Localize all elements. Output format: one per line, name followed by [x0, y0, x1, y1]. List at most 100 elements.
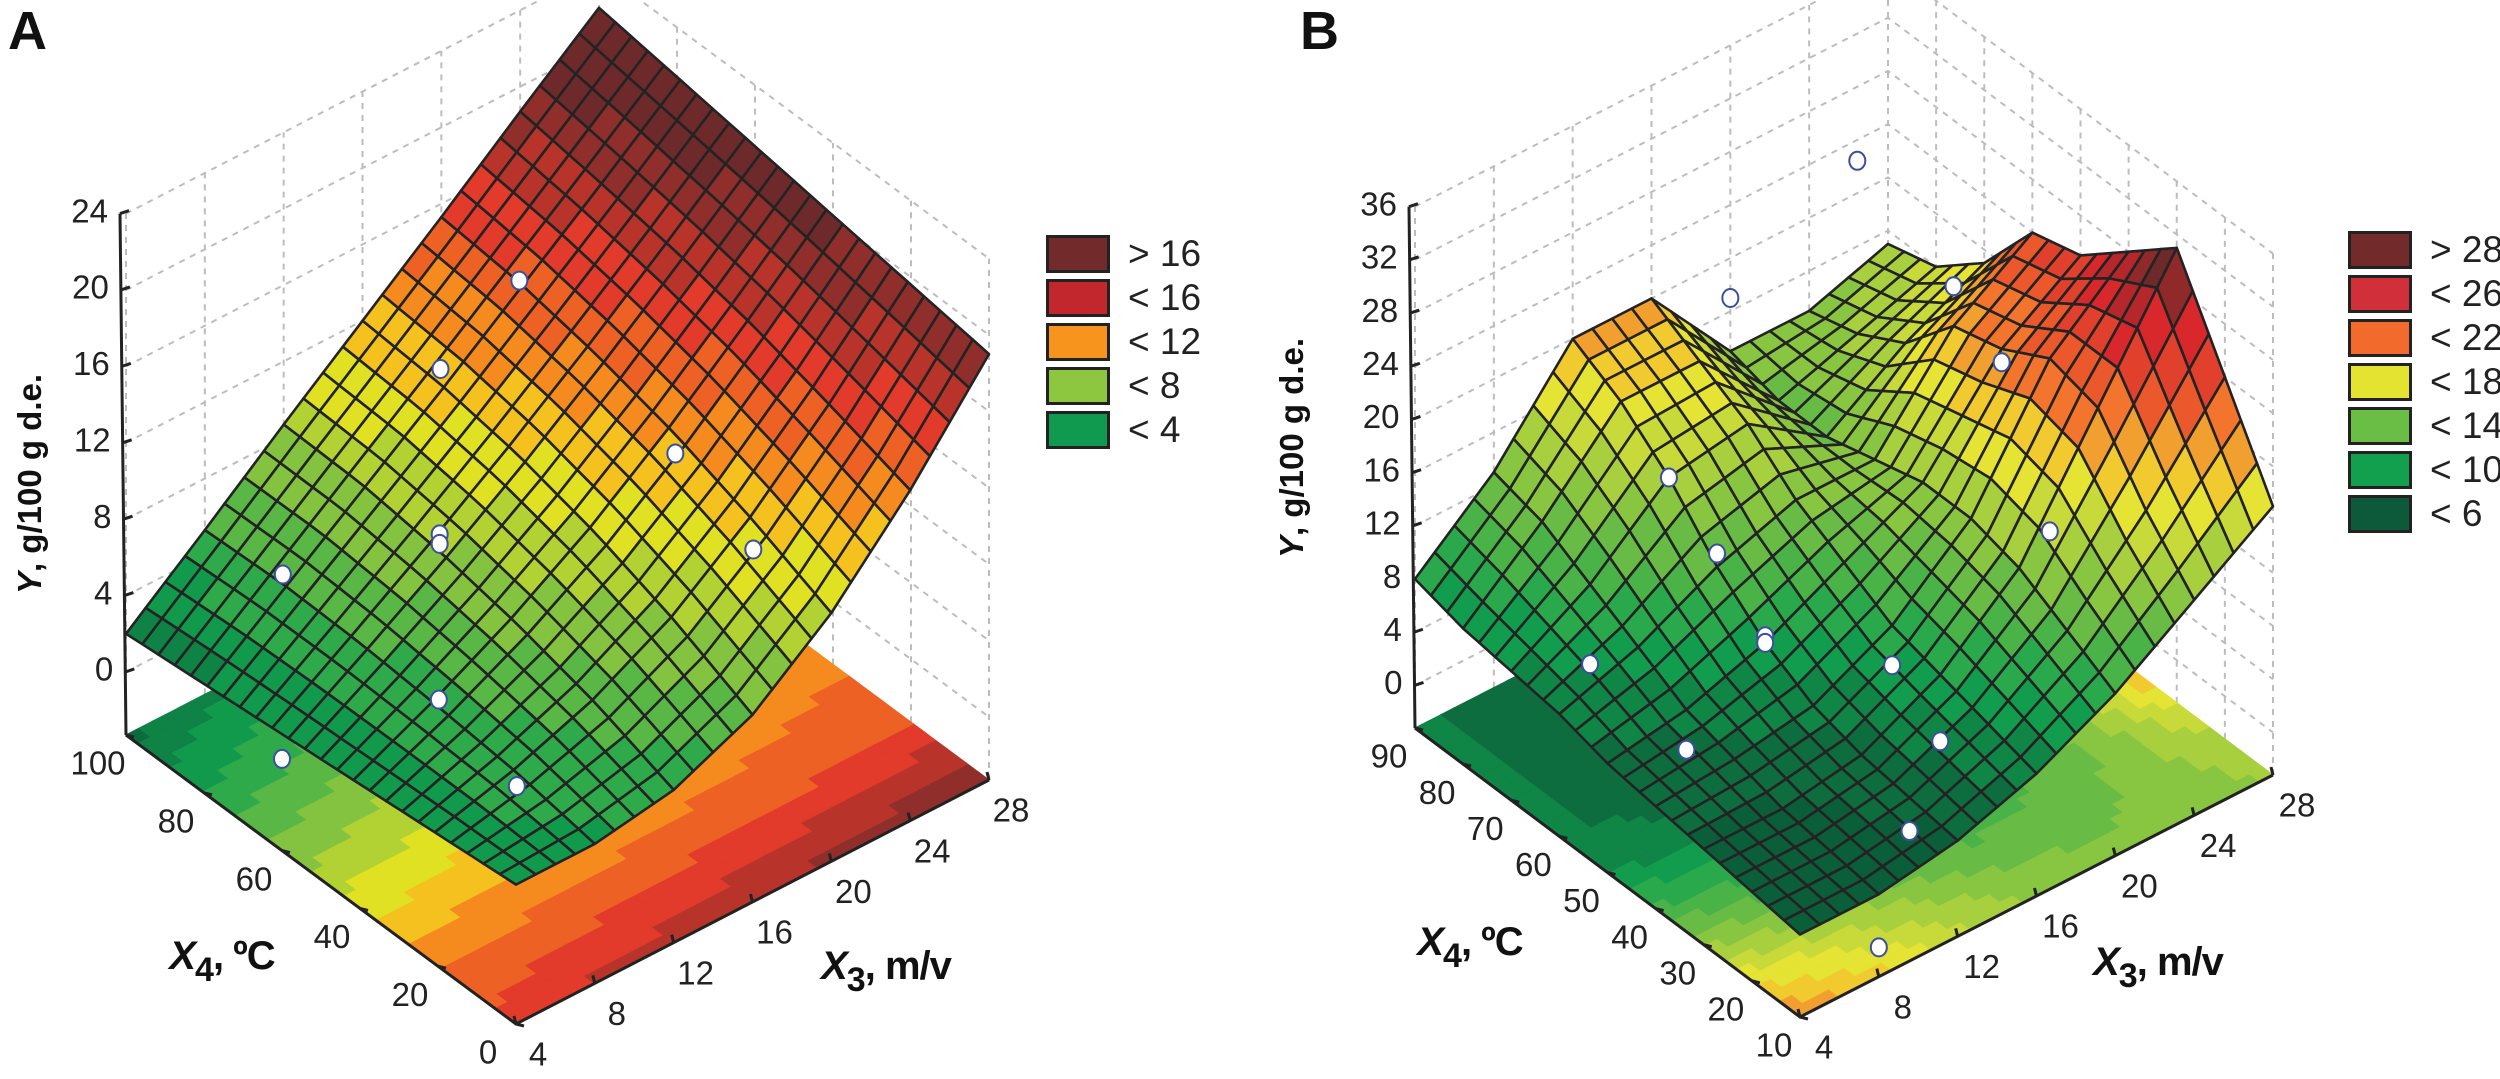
data-point: [510, 270, 529, 291]
x4-axis-title-b: X4, ºC: [1417, 920, 1523, 976]
z-axis-line: [1407, 206, 1417, 729]
legend-swatch: [2348, 275, 2412, 313]
data-point: [744, 539, 763, 560]
x4-tick-label: 70: [1467, 810, 1504, 847]
x3-tick: [2033, 887, 2038, 897]
z-tick: [1408, 202, 1419, 209]
legend-label: < 8: [1128, 365, 1181, 406]
z-tick: [124, 667, 135, 674]
data-point: [2040, 521, 2059, 542]
legend-item: < 4: [1046, 408, 1201, 452]
z-tick-label: 8: [1383, 558, 1401, 595]
legend-item: < 16: [1046, 276, 1201, 320]
x3-axis-subscript: 3: [2118, 957, 2138, 995]
x3-tick: [2190, 806, 2196, 816]
z-tick-label: 20: [1363, 398, 1400, 435]
legend-item: < 6: [2348, 492, 2500, 536]
x4-tick-label: 50: [1563, 882, 1600, 919]
surface-cell: [498, 861, 538, 886]
z-tick-label: 20: [72, 269, 109, 306]
x4-tick: [1559, 834, 1568, 840]
x3-tick: [512, 1015, 518, 1025]
z-axis-title-b: Y, g/100 g d.e.: [1273, 338, 1311, 558]
x3-tick-label: 20: [835, 873, 872, 910]
z-tick: [1409, 255, 1420, 262]
x4-tick-label: 80: [158, 803, 195, 840]
z-tick: [123, 591, 134, 597]
x4-tick-label: 60: [236, 860, 273, 897]
z-axis-symbol: Y: [11, 572, 48, 595]
x4-axis-symbol: X: [169, 934, 196, 978]
z-tick-label: 16: [73, 345, 110, 382]
x4-tick: [1462, 762, 1472, 768]
x4-axis-unit: , ºC: [212, 934, 276, 978]
legend-b: > 28 < 26 < 22 < 18 < 14 < 10 < 6: [2348, 228, 2500, 536]
x4-tick: [1655, 907, 1664, 913]
z-tick: [1413, 627, 1424, 634]
x3-tick-label: 24: [2200, 827, 2237, 864]
x4-tick: [1751, 979, 1761, 985]
x3-axis-unit: , m/v: [864, 944, 952, 988]
z-tick-label: 4: [94, 574, 112, 611]
legend-label: < 12: [1128, 321, 1202, 362]
legend-label: < 4: [1128, 409, 1181, 450]
z-axis-line: [118, 213, 128, 736]
legend-swatch: [1046, 323, 1110, 361]
x3-tick-label: 28: [2279, 787, 2316, 824]
z-tick-label: 16: [1363, 451, 1400, 488]
x4-tick: [1703, 943, 1713, 949]
data-point: [1992, 352, 2011, 373]
x4-tick-label: 40: [1611, 918, 1648, 955]
legend-label: < 18: [2430, 361, 2500, 402]
legend-swatch: [1046, 235, 1110, 273]
z-tick-label: 24: [71, 192, 108, 229]
x3-tick-label: 12: [1963, 948, 2000, 985]
data-point: [1659, 467, 1678, 488]
z-tick-label: 12: [1364, 505, 1401, 542]
x4-tick: [1607, 871, 1616, 876]
gridline-z: [125, 0, 990, 260]
x4-tick: [437, 964, 447, 970]
z-tick: [1411, 468, 1422, 475]
x3-tick: [670, 934, 676, 944]
z-tick: [1410, 361, 1421, 368]
x4-tick-label: 0: [479, 1034, 497, 1071]
legend-label: < 6: [2430, 493, 2483, 534]
legend-item: < 26: [2348, 272, 2500, 316]
x4-axis-subscript: 4: [195, 951, 214, 989]
x3-tick: [1875, 968, 1881, 978]
x3-tick-label: 8: [1894, 988, 1912, 1025]
legend-swatch: [2348, 231, 2412, 269]
x3-tick: [591, 974, 597, 984]
x4-tick-label: 30: [1659, 954, 1696, 991]
x3-tick-label: 24: [914, 832, 951, 869]
x3-tick-label: 28: [993, 792, 1030, 829]
panel-label-a: A: [8, 1, 47, 61]
x4-tick-label: 10: [1756, 1027, 1793, 1064]
legend-a: > 16 < 16 < 12 < 8 < 4: [1046, 232, 1201, 452]
legend-item: > 16: [1046, 232, 1201, 276]
x4-tick: [1510, 798, 1520, 804]
legend-item: < 8: [1046, 364, 1201, 408]
legend-swatch: [2348, 495, 2412, 533]
legend-swatch: [1046, 367, 1110, 405]
x4-tick: [125, 733, 135, 739]
legend-swatch: [2348, 363, 2412, 401]
x4-axis-subscript: 4: [1443, 937, 1462, 975]
z-axis-unit: , g/100 g d.e.: [11, 373, 48, 573]
legend-label: < 10: [2430, 449, 2500, 490]
data-point: [273, 748, 291, 769]
data-point: [507, 776, 526, 797]
z-tick: [1414, 681, 1424, 687]
data-point: [273, 564, 292, 585]
z-tick-label: 8: [93, 498, 111, 535]
z-tick: [121, 361, 132, 368]
panel-label-b: B: [1300, 1, 1339, 61]
legend-swatch: [1046, 279, 1110, 317]
x3-tick-label: 4: [529, 1036, 547, 1073]
legend-swatch: [1046, 411, 1110, 449]
data-point: [1883, 655, 1902, 676]
x3-tick-label: 16: [2042, 908, 2079, 945]
legend-label: < 22: [2430, 317, 2500, 358]
